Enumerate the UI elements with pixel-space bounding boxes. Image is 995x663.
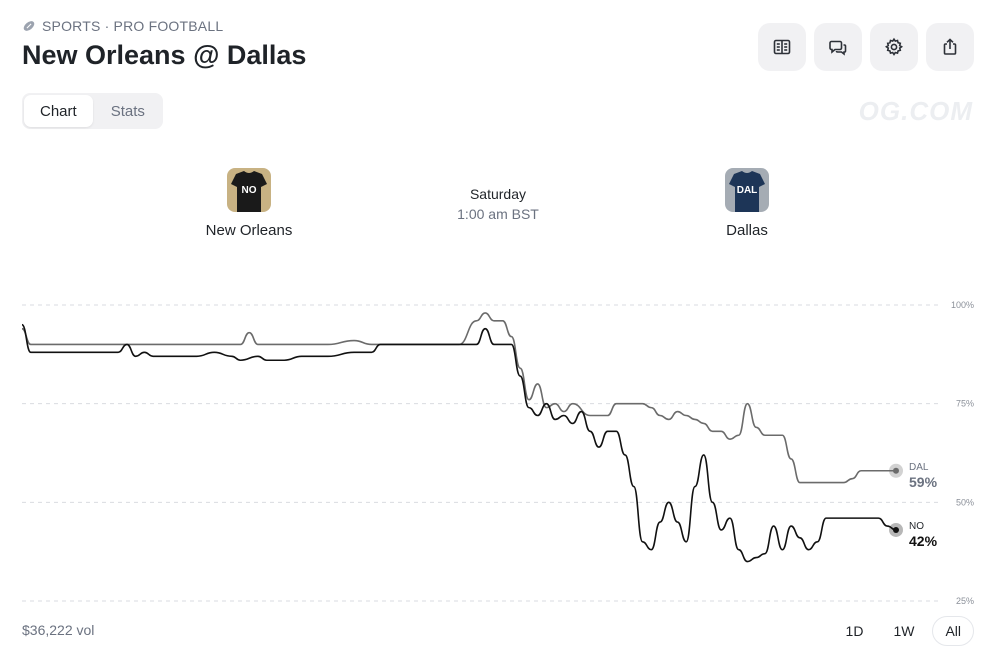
share-icon	[943, 38, 957, 55]
book-icon	[773, 39, 791, 55]
kickoff-day: Saturday	[469, 186, 527, 202]
range-1w-button[interactable]: 1W	[893, 623, 915, 639]
chat-icon	[829, 40, 847, 56]
gear-icon	[884, 37, 904, 56]
jersey-abbr: NO	[242, 185, 257, 196]
away-team[interactable]: DAL Dallas	[687, 168, 807, 239]
y-tick-label: 100%	[951, 300, 974, 310]
jersey-abbr: DAL	[737, 185, 758, 196]
series-line-no	[21, 323, 897, 563]
y-tick-label: 50%	[956, 497, 974, 507]
kickoff-time: 1:00 am BST	[457, 206, 539, 222]
tab-stats[interactable]: Stats	[110, 102, 145, 120]
range-selector: 1D 1W All	[834, 616, 974, 646]
y-tick-label: 75%	[956, 399, 974, 409]
y-tick-label: 25%	[956, 596, 974, 606]
share-button[interactable]	[926, 23, 974, 71]
jersey-icon: NO	[227, 168, 271, 212]
series-endpoint	[893, 467, 899, 474]
tab-chart[interactable]: Chart	[24, 95, 93, 127]
series-value-label: 59%	[909, 474, 938, 490]
series-name-label: DAL	[909, 462, 929, 473]
kickoff-info: Saturday 1:00 am BST	[418, 186, 578, 222]
range-1d-button[interactable]: 1D	[845, 623, 864, 639]
view-tabs: Chart Stats	[22, 93, 163, 129]
comments-button[interactable]	[814, 23, 862, 71]
settings-button[interactable]	[870, 23, 918, 71]
football-icon	[23, 21, 35, 31]
home-team[interactable]: NO New Orleans	[189, 168, 309, 239]
toolbar	[758, 23, 974, 71]
series-line-dal	[21, 312, 896, 484]
jersey-icon: DAL	[725, 168, 769, 212]
watermark-logo: OG.COM	[858, 96, 973, 126]
range-all-button[interactable]: All	[932, 616, 974, 646]
series-value-label: 42%	[909, 533, 938, 549]
page-title: New Orleans @ Dallas	[22, 40, 307, 70]
rules-button[interactable]	[758, 23, 806, 71]
series-endpoint	[893, 526, 899, 533]
series-name-label: NO	[909, 521, 924, 532]
volume-label: $36,222 vol	[22, 622, 95, 638]
away-team-name: Dallas	[726, 222, 768, 239]
jersey-shape	[729, 171, 765, 212]
jersey-shape	[231, 171, 267, 212]
breadcrumb-label: SPORTS · PRO FOOTBALL	[42, 18, 224, 34]
home-team-name: New Orleans	[205, 222, 293, 239]
breadcrumb[interactable]: SPORTS · PRO FOOTBALL	[22, 18, 223, 34]
